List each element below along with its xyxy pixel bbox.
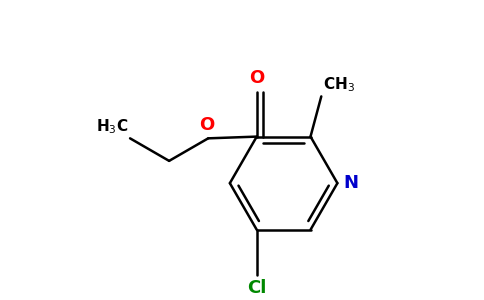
Text: O: O <box>199 116 214 134</box>
Text: Cl: Cl <box>247 279 266 297</box>
Text: H$_3$C: H$_3$C <box>96 117 128 136</box>
Text: CH$_3$: CH$_3$ <box>323 75 355 94</box>
Text: N: N <box>344 174 359 192</box>
Text: O: O <box>249 69 264 87</box>
